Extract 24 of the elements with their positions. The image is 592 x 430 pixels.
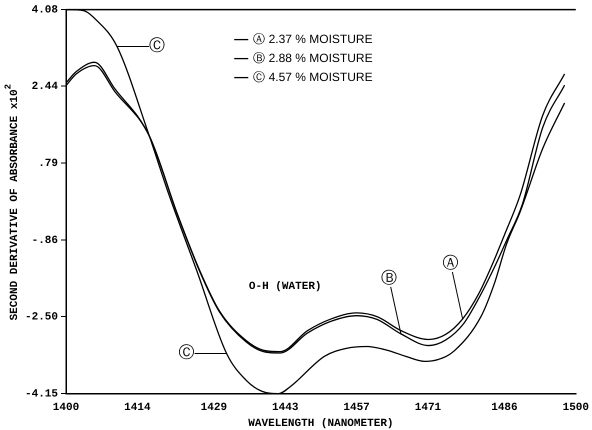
y-tick-label: 2.44 bbox=[32, 80, 58, 93]
x-tick-label: 1471 bbox=[414, 402, 442, 414]
y-tick-label: 4.08 bbox=[32, 4, 58, 16]
x-tick-label: 1500 bbox=[562, 402, 589, 414]
x-tick-label: 1414 bbox=[124, 402, 151, 414]
legend-label: Ⓒ 4.57 % MOISTURE bbox=[253, 70, 373, 84]
legend-label: Ⓐ 2.37 % MOISTURE bbox=[253, 32, 373, 46]
annotation: Ⓒ bbox=[178, 342, 195, 362]
annotation: O-H (WATER) bbox=[248, 281, 322, 294]
y-tick-label: -.86 bbox=[32, 234, 58, 247]
y-tick-label: .79 bbox=[38, 158, 58, 170]
x-tick-label: 1486 bbox=[491, 402, 518, 414]
y-tick-label: -2.50 bbox=[24, 311, 58, 324]
x-tick-label: 1429 bbox=[200, 402, 228, 414]
y-tick-label: -4.15 bbox=[24, 388, 58, 400]
x-tick-label: 1443 bbox=[272, 402, 299, 414]
annotation: Ⓑ bbox=[380, 268, 397, 288]
x-axis-title: WAVELENGTH (NANOMETER) bbox=[248, 418, 394, 430]
x-tick-label: 1457 bbox=[343, 402, 370, 414]
annotation: Ⓐ bbox=[442, 253, 459, 272]
x-tick-label: 1400 bbox=[52, 402, 80, 414]
legend-label: Ⓑ 2.88 % MOISTURE bbox=[253, 50, 373, 65]
annotation: Ⓒ bbox=[148, 36, 165, 55]
y-axis-title: SECOND DERIVATIVE OF ABSORBANCE x102 bbox=[3, 84, 21, 320]
